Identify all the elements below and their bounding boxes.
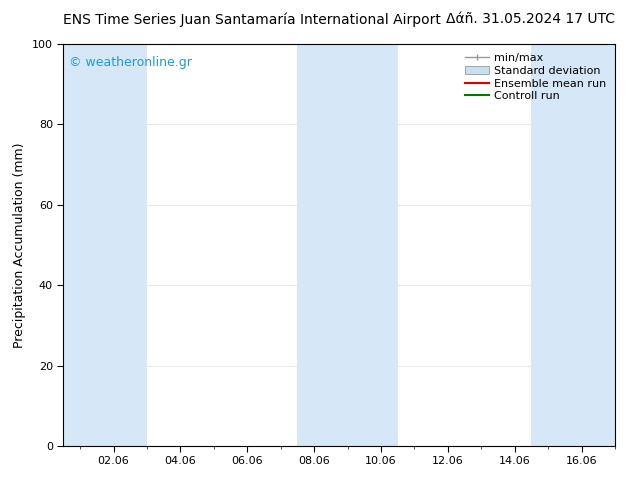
Bar	[531, 44, 615, 446]
Text: Δάñ. 31.05.2024 17 UTC: Δάñ. 31.05.2024 17 UTC	[446, 12, 615, 26]
Text: © weatheronline.gr: © weatheronline.gr	[69, 56, 192, 69]
Legend: min/max, Standard deviation, Ensemble mean run, Controll run: min/max, Standard deviation, Ensemble me…	[462, 49, 609, 105]
Bar	[297, 44, 398, 446]
Text: ENS Time Series Juan Santamaría International Airport: ENS Time Series Juan Santamaría Internat…	[63, 12, 441, 27]
Y-axis label: Precipitation Accumulation (mm): Precipitation Accumulation (mm)	[13, 142, 27, 348]
Bar	[63, 44, 147, 446]
